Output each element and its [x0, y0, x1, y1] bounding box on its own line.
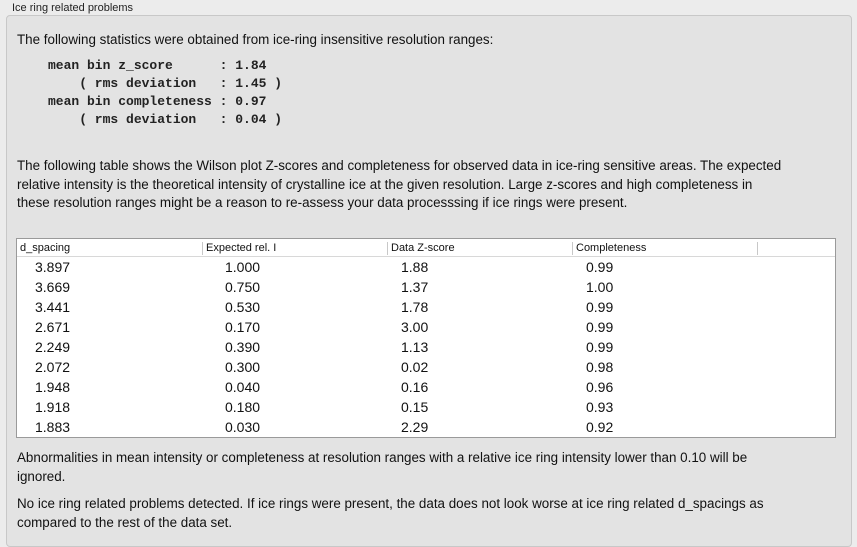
table-row[interactable]: 3.669 0.750 1.37 1.00 — [17, 277, 835, 297]
table-cell: 0.15 — [401, 399, 429, 415]
table-description: The following table shows the Wilson plo… — [17, 158, 782, 210]
column-header-empty — [757, 242, 831, 255]
ice-ring-table[interactable]: d_spacing Expected rel. I Data Z-score C… — [16, 238, 836, 438]
table-cell: 0.96 — [586, 379, 614, 395]
stats-block: mean bin z_score : 1.84 ( rms deviation … — [48, 57, 282, 129]
table-cell: 1.000 — [225, 259, 261, 275]
table-cell: 0.300 — [225, 359, 261, 375]
table-cell: 0.180 — [225, 399, 261, 415]
column-header-d-spacing[interactable]: d_spacing — [20, 242, 71, 254]
table-cell: 3.00 — [401, 319, 429, 335]
table-cell: 3.897 — [35, 259, 71, 275]
table-row[interactable]: 3.897 1.000 1.88 0.99 — [17, 257, 835, 277]
table-row[interactable]: 1.918 0.180 0.15 0.93 — [17, 397, 835, 417]
table-cell: 1.00 — [586, 279, 614, 295]
table-cell: 1.918 — [35, 399, 71, 415]
column-header-zscore[interactable]: Data Z-score — [387, 242, 571, 255]
table-cell: 0.170 — [225, 319, 261, 335]
table-cell: 1.88 — [401, 259, 429, 275]
stat-line: mean bin completeness : 0.97 — [48, 94, 267, 109]
stat-line: mean bin z_score : 1.84 — [48, 58, 267, 73]
table-row[interactable]: 2.249 0.390 1.13 0.99 — [17, 337, 835, 357]
stat-line: ( rms deviation : 0.04 ) — [48, 112, 283, 127]
section-title: Ice ring related problems — [12, 2, 134, 14]
table-row[interactable]: 1.948 0.040 0.16 0.96 — [17, 377, 835, 397]
table-cell: 0.030 — [225, 419, 261, 435]
table-cell: 3.669 — [35, 279, 71, 295]
table-cell: 0.99 — [586, 259, 614, 275]
table-cell: 2.072 — [35, 359, 71, 375]
table-cell: 1.883 — [35, 419, 71, 435]
table-cell: 0.99 — [586, 339, 614, 355]
table-row[interactable]: 3.441 0.530 1.78 0.99 — [17, 297, 835, 317]
table-cell: 1.13 — [401, 339, 429, 355]
table-body: 3.897 1.000 1.88 0.99 3.669 0.750 1.37 1.00 3.44… — [17, 257, 835, 437]
table-cell: 1.948 — [35, 379, 71, 395]
table-cell: 0.040 — [225, 379, 261, 395]
column-header-expected[interactable]: Expected rel. I — [202, 242, 386, 255]
table-header: d_spacing Expected rel. I Data Z-score C… — [17, 239, 835, 257]
table-cell: 0.99 — [586, 299, 614, 315]
table-row[interactable]: 1.883 0.030 2.29 0.92 — [17, 417, 835, 437]
table-cell: 0.93 — [586, 399, 614, 415]
table-row[interactable]: 2.671 0.170 3.00 0.99 — [17, 317, 835, 337]
table-cell: 1.37 — [401, 279, 429, 295]
table-cell: 0.750 — [225, 279, 261, 295]
stat-line: ( rms deviation : 1.45 ) — [48, 76, 283, 91]
table-cell: 1.78 — [401, 299, 429, 315]
table-cell: 0.92 — [586, 419, 614, 435]
table-row[interactable]: 2.072 0.300 0.02 0.98 — [17, 357, 835, 377]
table-cell: 0.02 — [401, 359, 429, 375]
note-text: Abnormalities in mean intensity or compl… — [17, 450, 748, 484]
conclusion-text: No ice ring related problems detected. I… — [17, 496, 764, 530]
table-cell: 2.671 — [35, 319, 71, 335]
column-header-completeness[interactable]: Completeness — [572, 242, 756, 255]
table-cell: 2.249 — [35, 339, 71, 355]
table-cell: 0.99 — [586, 319, 614, 335]
table-cell: 0.390 — [225, 339, 261, 355]
table-cell: 2.29 — [401, 419, 429, 435]
table-cell: 0.530 — [225, 299, 261, 315]
intro-text: The following statistics were obtained f… — [17, 32, 494, 47]
table-cell: 0.98 — [586, 359, 614, 375]
table-cell: 3.441 — [35, 299, 71, 315]
table-cell: 0.16 — [401, 379, 429, 395]
